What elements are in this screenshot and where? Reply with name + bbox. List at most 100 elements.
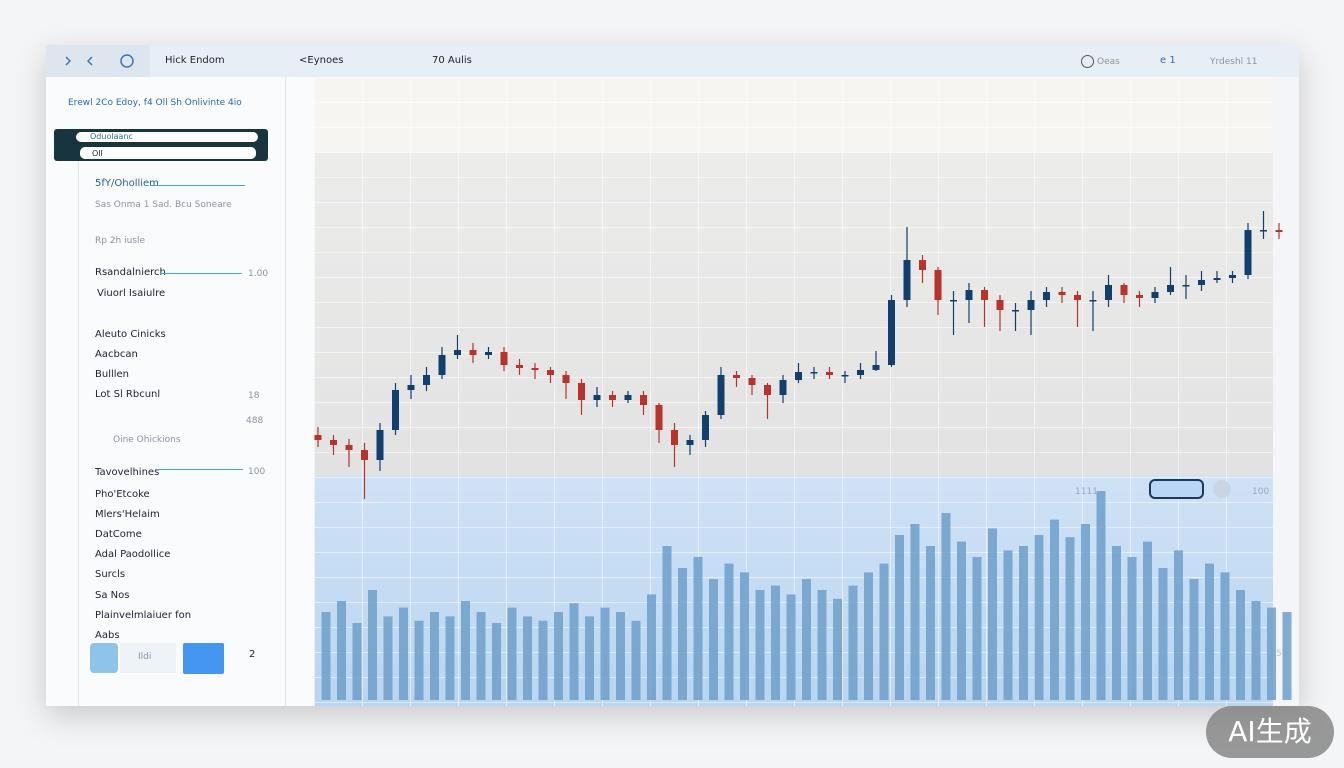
sidebar-item[interactable]: Sa Nos [95,590,130,601]
volume-bar [321,612,331,700]
candle-body [841,375,849,377]
volume-bar [693,557,703,700]
field-input[interactable] [76,132,258,142]
toolbar-item[interactable]: Oeas [1097,57,1120,67]
sidebar-item[interactable]: Mlers'Helaim [95,509,160,520]
sidebar-item[interactable]: Adal Paodollice [95,549,171,560]
volume-bar [647,594,656,700]
sidebar-item[interactable]: Viuorl Isaiulre [97,288,166,299]
candle-body [872,365,880,370]
candle-body [748,378,756,385]
range-handle[interactable] [1149,479,1204,499]
candle-body [454,350,461,355]
candle-body [423,375,430,385]
sidebar-item[interactable]: Lot Sl Rbcunl [95,389,161,400]
sidebar-item[interactable]: Bulllen [95,369,130,380]
volume-bar [1081,524,1090,700]
candle-body [1229,275,1236,278]
overlay-label: 50 [1276,649,1288,659]
toolbar-item[interactable]: e 1 [1160,55,1176,66]
candle-body [1167,285,1174,292]
volume-bar [926,546,935,700]
candle-body [438,355,446,375]
volume-bar [631,620,641,700]
sidebar-item[interactable]: Aacbcan [95,349,138,360]
candle-body [516,365,523,368]
sidebar-item[interactable]: Rsandalnierch [95,267,166,278]
volume-bar [662,546,672,700]
candle-body [888,300,895,365]
candle-body [996,300,1004,310]
watermark: AI生成 [1206,706,1334,758]
candle-body [547,370,554,375]
volume-bar [569,603,579,700]
candle-body [934,270,942,300]
volume-bar [1282,612,1292,700]
field-text: Oduolaanc [90,132,133,141]
volume-bar [864,572,873,700]
volume-bar [1034,535,1044,700]
volume-bar [755,590,765,700]
pager[interactable]: 2 [249,649,256,660]
candle-body [609,395,616,400]
volume-bar [1003,550,1013,700]
range-knob[interactable] [1213,480,1231,498]
slider[interactable] [160,273,242,274]
candle-body [531,368,539,370]
volume-bar [554,612,563,700]
candle-body [1260,230,1267,232]
candle-body [624,395,632,400]
candle-body [965,290,973,300]
volume-bar [1143,541,1152,700]
volume-bar [1251,601,1261,700]
primary-button[interactable] [183,643,224,674]
candle-body [361,450,368,460]
toolbar-item[interactable]: <Eynoes [299,55,344,66]
sidebar-item[interactable]: Aleuto Cinicks [95,329,166,340]
volume-bar [709,579,718,700]
toolbar-item[interactable]: 70 Aulis [432,55,472,66]
candle-body [655,405,663,430]
volume-bar [941,513,951,700]
volume-bar [616,612,625,700]
candle-body [578,383,585,400]
sidebar-item[interactable]: Aabs [95,630,120,641]
slider[interactable] [155,469,243,470]
volume-bar [771,585,780,700]
icons [65,54,134,68]
sidebar-item[interactable]: Plainvelmlaiuer fon [95,610,192,621]
sidebar-note: Sas Onma 1 Sad. Bcu Soneare [95,200,232,210]
overlay-label: 1111 [1075,487,1098,497]
candle-body [593,395,601,400]
divider [285,77,286,706]
search-icon[interactable] [1081,55,1094,68]
field-text: Oll [92,149,103,158]
sidebar-item[interactable]: Tavovelhines [95,467,160,478]
icon-button[interactable] [90,643,118,673]
input-box[interactable] [120,643,176,673]
sidebar-item[interactable]: Pho'Etcoke [95,489,150,500]
sidebar-value: 100 [248,467,266,477]
field-input[interactable] [80,147,256,159]
candle-body [671,430,678,445]
volume-bar [1267,607,1276,700]
sidebar-item[interactable]: DatCome [95,529,142,540]
candle-body [376,430,384,460]
volume-bar [399,607,408,700]
volume-bar [678,568,687,700]
toolbar-item[interactable]: Yrdeshl 11 [1210,57,1258,67]
toolbar-item[interactable]: Hick Endom [165,55,225,66]
candle-body [717,375,725,415]
volume-bar [879,563,889,700]
sidebar-item[interactable]: 5fY/Oholliem [95,178,159,189]
slider[interactable] [150,185,245,186]
sidebar-item[interactable]: Surcls [95,569,126,580]
candle-body [1027,300,1035,310]
candle-body [1213,278,1221,280]
volume-bar [1019,546,1028,700]
candle-body [1012,310,1019,312]
volume-bar [492,623,501,700]
sidebar-note: Oine Ohickions [113,435,181,445]
volume-bar [337,601,346,700]
